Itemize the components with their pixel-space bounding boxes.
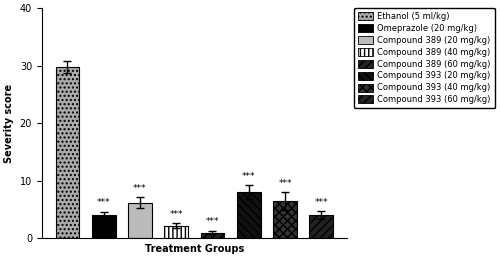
Bar xyxy=(92,215,116,238)
Text: ***: *** xyxy=(206,217,219,226)
Bar xyxy=(56,67,80,238)
Bar xyxy=(310,215,333,238)
Bar xyxy=(164,226,188,238)
Text: ***: *** xyxy=(170,210,183,219)
Text: ***: *** xyxy=(314,198,328,207)
Legend: Ethanol (5 ml/kg), Omeprazole (20 mg/kg), Compound 389 (20 mg/kg), Compound 389 : Ethanol (5 ml/kg), Omeprazole (20 mg/kg)… xyxy=(354,8,495,108)
Bar xyxy=(200,232,224,238)
X-axis label: Treatment Groups: Treatment Groups xyxy=(144,244,244,254)
Bar xyxy=(237,192,260,238)
Text: ***: *** xyxy=(133,184,146,193)
Bar xyxy=(273,201,297,238)
Text: ***: *** xyxy=(278,179,292,188)
Text: ***: *** xyxy=(97,198,110,207)
Bar xyxy=(128,203,152,238)
Y-axis label: Severity score: Severity score xyxy=(4,84,14,163)
Text: ***: *** xyxy=(242,172,256,181)
